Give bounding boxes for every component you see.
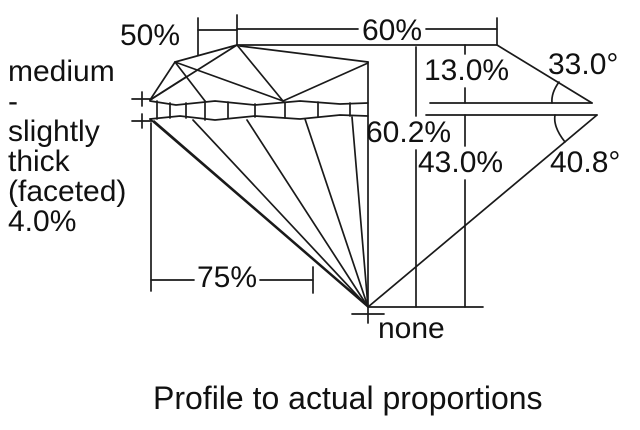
bezel-to-axis-line [282,62,369,102]
girdle-description-line: medium [8,55,115,88]
angle-indicator-lines [367,44,598,308]
crown-outline-upper [174,44,238,63]
girdle-description-line: thick [8,145,70,178]
crown-fan-line [149,76,187,101]
diagram-caption: Profile to actual proportions [153,380,543,416]
star-to-girdle-line [174,61,206,102]
pavilion-angle-slope [367,114,598,308]
crown-angle-arc [551,81,560,104]
crown-facet-lines [149,44,498,102]
pavilion-angle-label: 40.8° [550,146,621,179]
girdle-bottom-line [149,114,369,121]
dimension-lines [131,14,498,308]
lower-girdle-double-line [153,120,369,307]
crown-angle-slope [496,44,593,104]
lower-girdle-label: 75% [197,261,258,294]
star-to-bezel-line [174,61,284,102]
girdle-description-line: slightly [8,115,100,148]
pavilion-fan-line [246,119,369,308]
crown-outline-lower [149,61,176,101]
girdle-thickness-value: 4.0% [8,205,77,238]
total-depth-label: 60.2% [366,116,452,149]
culet-label: none [378,312,445,345]
pavilion-fan-line [304,118,369,308]
pavilion-angle-arc [553,114,566,143]
girdle-top-line [149,100,369,106]
girdle-description-line: (faceted) [8,175,127,208]
crown-shallow-line [239,45,369,63]
table-size-label: 60% [362,14,423,47]
girdle-description: medium - slightly thick (faceted) 4.0% [8,57,126,237]
girdle-description-line: - [8,85,18,118]
pavilion-fan-line [351,116,369,308]
pavilion-fan-line [192,119,369,308]
table-corner-to-girdle-line [236,44,284,102]
girdle-band [149,100,369,121]
star-length-label: 50% [120,19,181,52]
crown-angle-label: 33.0° [548,48,619,81]
crown-height-label: 13.0% [424,54,510,87]
pavilion-depth-label: 43.0% [418,146,504,179]
pavilion-facet-lines [149,61,484,324]
